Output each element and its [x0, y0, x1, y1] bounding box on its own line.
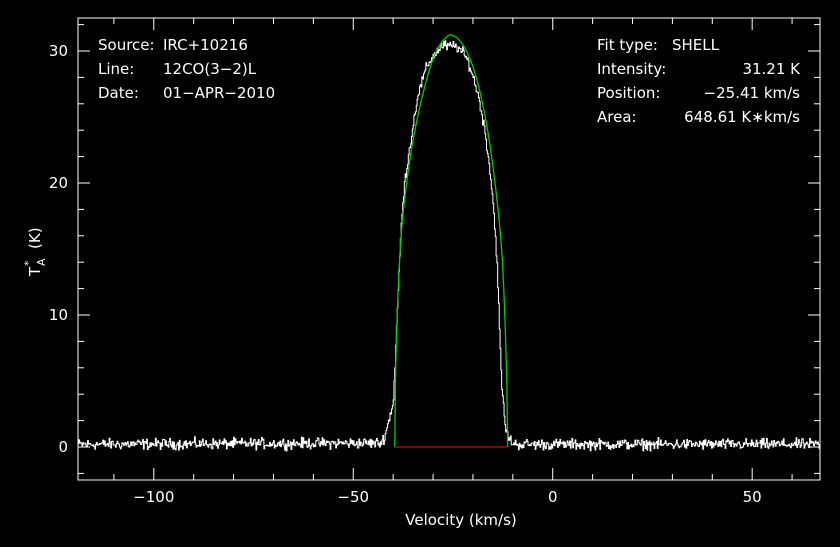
info-right-key: Fit type: [597, 36, 658, 54]
info-right-key: Position: [597, 84, 660, 102]
plot-frame [77, 17, 821, 481]
y-axis-label-sup: * [22, 260, 35, 266]
info-left-value: 12CO(3−2)L [163, 60, 257, 78]
info-right-value: −25.41 km/s [704, 84, 801, 102]
info-left-key: Line: [98, 60, 134, 78]
y-axis-label-sub: A [35, 258, 48, 266]
x-tick-label: −100 [133, 488, 174, 506]
y-axis-label: T* A (K) [22, 227, 48, 277]
info-right-value: 648.61 K∗km/s [684, 108, 800, 126]
y-axis-label-unit: (K) [26, 227, 44, 249]
info-left-key: Source: [98, 36, 155, 54]
x-tick-label: 50 [743, 488, 762, 506]
x-tick-label: 0 [548, 488, 558, 506]
y-tick-label: 20 [49, 174, 68, 192]
y-tick-label: 30 [49, 42, 68, 60]
info-right-value: 31.21 K [742, 60, 801, 78]
info-left-value: IRC+10216 [163, 36, 248, 54]
y-axis-label-base: T [26, 266, 44, 277]
info-left-value: 01−APR−2010 [163, 84, 275, 102]
info-left-key: Date: [98, 84, 139, 102]
x-axis-label: Velocity (km/s) [405, 511, 516, 529]
y-tick-label: 10 [49, 306, 68, 324]
shell-fit-line [394, 33, 509, 448]
info-right-key: Intensity: [597, 60, 666, 78]
x-tick-label: −50 [337, 488, 369, 506]
info-right-value: SHELL [672, 36, 720, 54]
info-right-key: Area: [597, 108, 637, 126]
y-tick-label: 0 [58, 438, 68, 456]
observed-spectrum-line [78, 40, 820, 452]
